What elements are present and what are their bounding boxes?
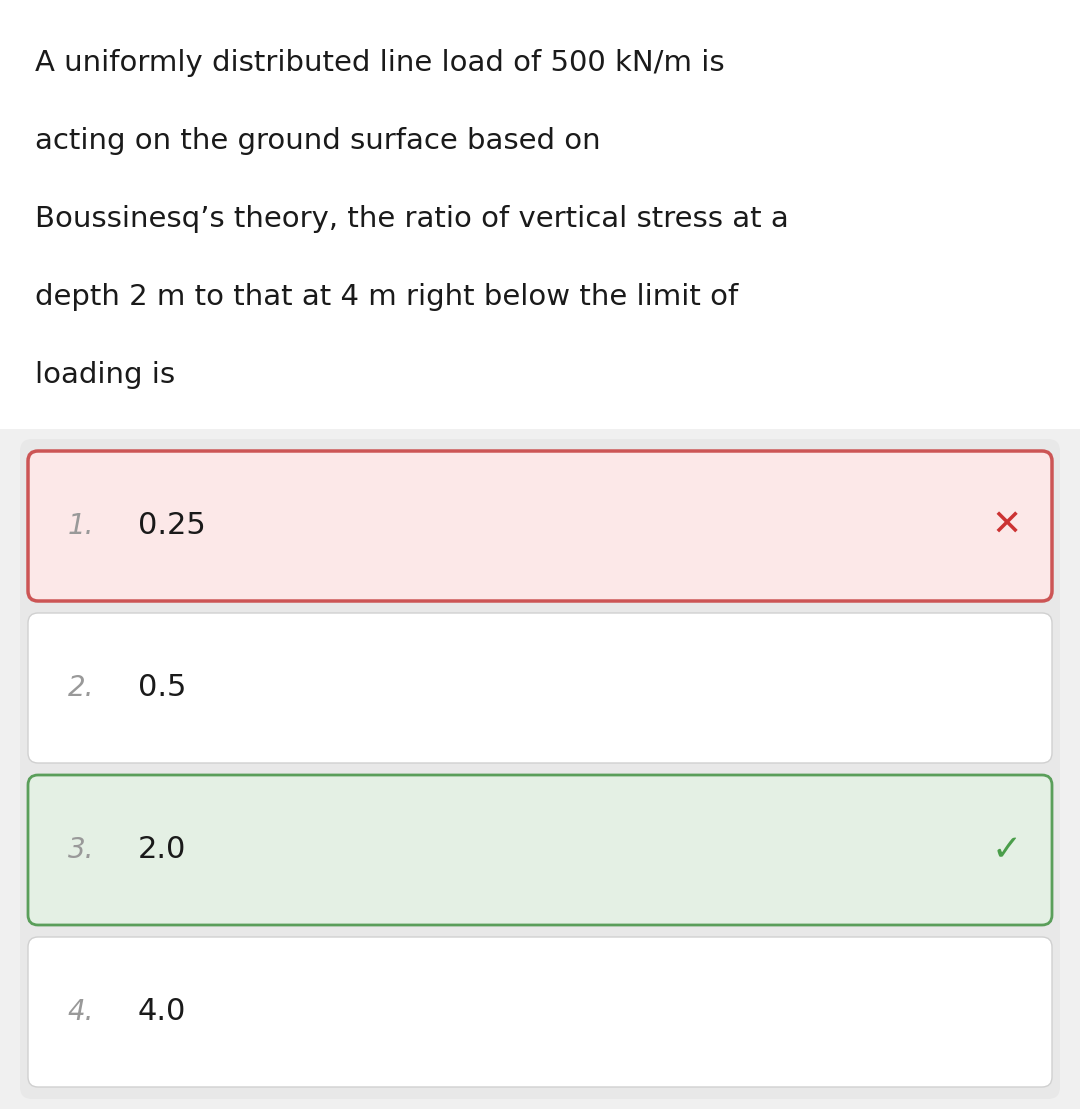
FancyBboxPatch shape — [28, 937, 1052, 1087]
Text: 2.0: 2.0 — [138, 835, 187, 865]
Text: 4.: 4. — [68, 998, 95, 1026]
Text: 1.: 1. — [68, 512, 95, 540]
Text: 3.: 3. — [68, 836, 95, 864]
Text: Boussinesq’s theory, the ratio of vertical stress at a: Boussinesq’s theory, the ratio of vertic… — [35, 205, 788, 233]
Text: ✓: ✓ — [991, 833, 1022, 867]
Text: 0.25: 0.25 — [138, 511, 206, 540]
FancyBboxPatch shape — [28, 451, 1052, 601]
Text: ✕: ✕ — [991, 509, 1022, 543]
FancyBboxPatch shape — [28, 613, 1052, 763]
Text: 0.5: 0.5 — [138, 673, 187, 702]
FancyBboxPatch shape — [0, 0, 1080, 429]
Text: 2.: 2. — [68, 674, 95, 702]
FancyBboxPatch shape — [21, 439, 1059, 1099]
Text: 4.0: 4.0 — [138, 997, 187, 1027]
Text: depth 2 m to that at 4 m right below the limit of: depth 2 m to that at 4 m right below the… — [35, 283, 739, 311]
Text: loading is: loading is — [35, 362, 175, 389]
FancyBboxPatch shape — [28, 775, 1052, 925]
Text: A uniformly distributed line load of 500 kN/m is: A uniformly distributed line load of 500… — [35, 49, 725, 77]
Text: acting on the ground surface based on: acting on the ground surface based on — [35, 128, 600, 155]
